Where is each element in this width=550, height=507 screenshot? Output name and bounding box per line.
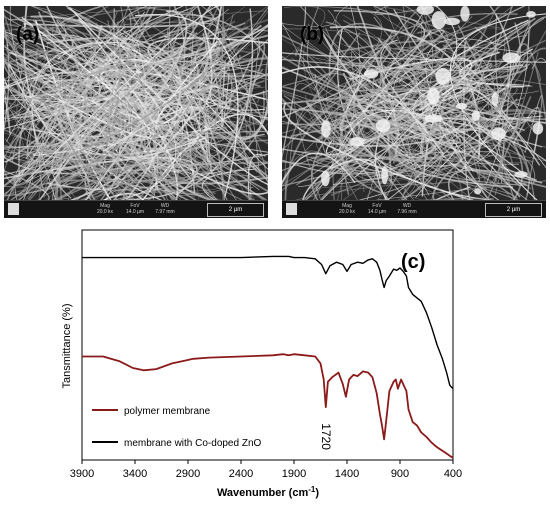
sem-fiber-texture-a — [4, 6, 268, 218]
instrument-logo-icon — [8, 203, 19, 215]
x-tick-label: 3400 — [123, 468, 147, 480]
sem-fov-b: FoV 14.0 µm — [367, 203, 387, 215]
panel-label-b: (b) — [300, 24, 325, 45]
x-axis-label: Wavenumber (cm-1) — [217, 485, 319, 499]
instrument-logo-icon — [286, 203, 297, 215]
plot-frame — [81, 229, 454, 461]
sem-wd-a: WD 7.97 mm — [155, 203, 175, 215]
peak-annotation-1720: 1720 — [319, 423, 333, 450]
sem-mag-b: Mag 20.0 kx — [338, 203, 356, 215]
x-tick-label: 2400 — [229, 468, 253, 480]
legend-label-polymer: polymer membrane — [124, 406, 211, 417]
series-line-co-zno — [82, 255, 454, 390]
scale-bar-b: 2 µm — [485, 203, 542, 217]
sem-mag-a: Mag 20.0 kx — [96, 203, 114, 215]
x-tick-label: 400 — [444, 468, 462, 480]
y-axis-label: Tansmittance (%) — [61, 304, 73, 389]
sem-fov-a: FoV 14.0 µm — [125, 203, 145, 215]
sem-image-a: (a) Mag 20.0 kx FoV 14.0 µm WD 7.97 mm 2 µm — [4, 6, 268, 218]
series-layer — [82, 255, 454, 459]
x-tick-label: 2900 — [176, 468, 200, 480]
panel-label-a: (a) — [16, 24, 40, 45]
series-line-polymer — [82, 353, 454, 459]
legend: polymer membrane membrane with Co-doped … — [92, 406, 262, 449]
x-tick-layer: 3900 3400 2900 2400 1900 1400 900 400 — [70, 460, 462, 480]
x-tick-label: 900 — [391, 468, 409, 480]
ftir-chart: 3900 3400 2900 2400 1900 1400 900 400 (c) 1720 … — [61, 229, 462, 499]
legend-label-co-zno: membrane with Co-doped ZnO — [124, 438, 262, 449]
x-tick-label: 3900 — [70, 468, 94, 480]
x-tick-label: 1400 — [335, 468, 359, 480]
sem-info-bar-b: Mag 20.0 kx FoV 14.0 µm WD 7.96 mm 2 µm — [282, 200, 546, 218]
x-tick-label: 1900 — [282, 468, 306, 480]
scale-bar-a: 2 µm — [207, 203, 264, 217]
sem-info-bar-a: Mag 20.0 kx FoV 14.0 µm WD 7.97 mm 2 µm — [4, 200, 268, 218]
sem-fiber-texture-b — [282, 6, 546, 218]
sem-wd-b: WD 7.96 mm — [397, 203, 417, 215]
panel-label-c: (c) — [401, 251, 425, 273]
sem-image-b: (b) Mag 20.0 kx FoV 14.0 µm WD 7.96 mm 2 µm — [282, 6, 546, 218]
